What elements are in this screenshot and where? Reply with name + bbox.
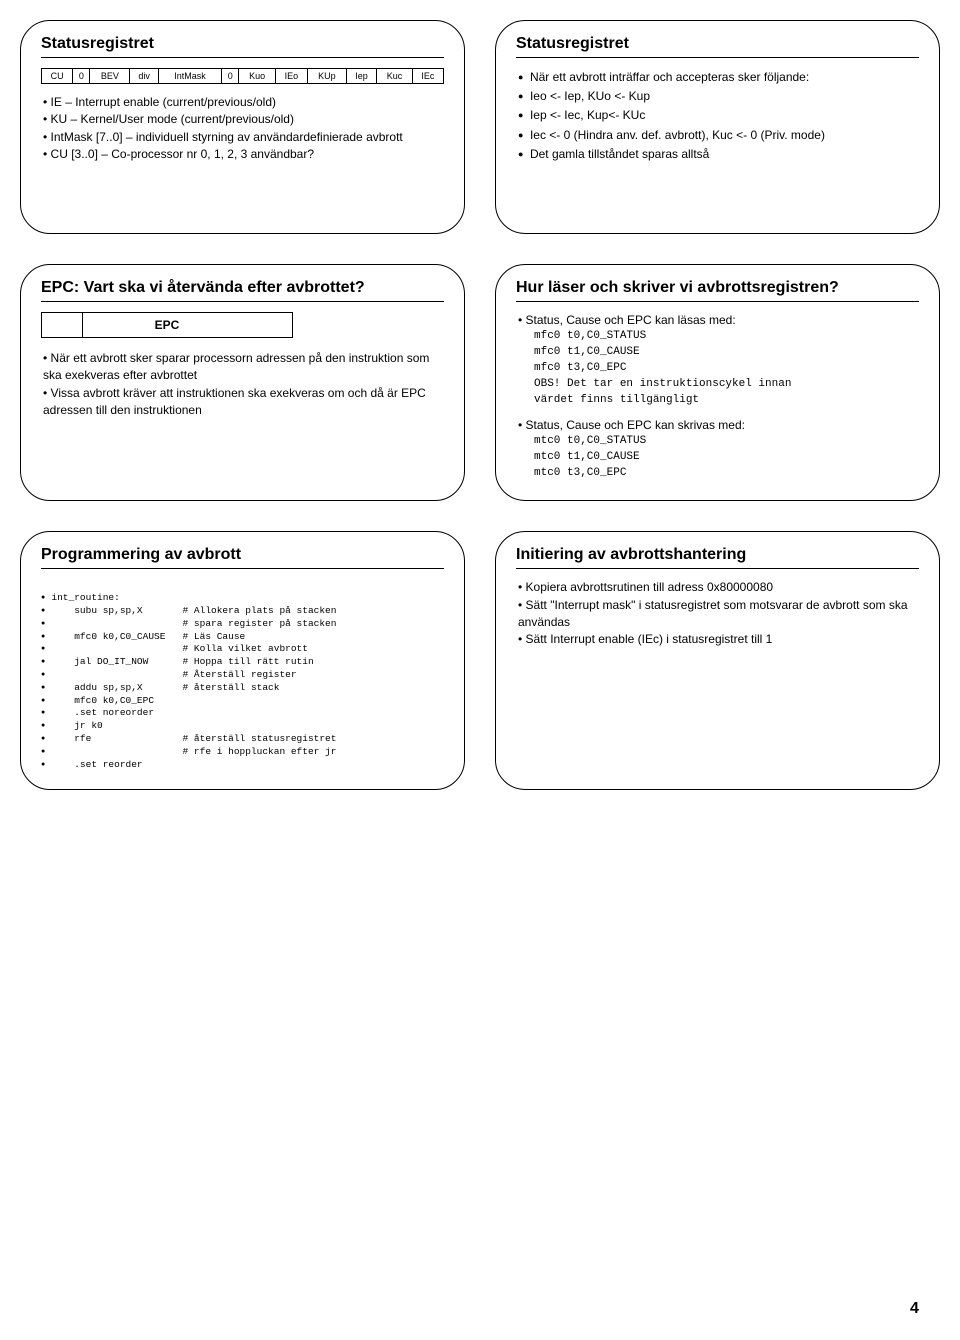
reg-cell: IEo bbox=[275, 69, 307, 84]
reg-cell: Iep bbox=[346, 69, 376, 84]
panel-title: EPC: Vart ska vi återvända efter avbrott… bbox=[41, 279, 444, 297]
page-number: 4 bbox=[910, 1300, 919, 1318]
code-note: OBS! Det tar en instruktionscykel innan … bbox=[534, 377, 834, 409]
reg-cell: 0 bbox=[73, 69, 90, 84]
code-line: jal DO_IT_NOW # Hoppa till rätt rutin bbox=[41, 656, 314, 667]
panel-title: Initiering av avbrottshantering bbox=[516, 546, 919, 564]
reg-cell: Kuc bbox=[377, 69, 413, 84]
code-line: mfc0 t0,C0_STATUS bbox=[534, 329, 919, 345]
reg-cell: Kuo bbox=[239, 69, 275, 84]
panel-statusregistret-1: Statusregistret CU 0 BEV div IntMask 0 K… bbox=[20, 20, 465, 234]
code-line: addu sp,sp,X # återställ stack bbox=[41, 682, 279, 693]
code-line: subu sp,sp,X # Allokera plats på stacken bbox=[41, 605, 336, 616]
code-block: mfc0 t0,C0_STATUS mfc0 t1,C0_CAUSE mfc0 … bbox=[518, 329, 919, 409]
panel-title: Programmering av avbrott bbox=[41, 546, 444, 564]
reg-cell: IEc bbox=[412, 69, 443, 84]
reg-cell: CU bbox=[42, 69, 73, 84]
bullet-list: IE – Interrupt enable (current/previous/… bbox=[41, 94, 444, 164]
code-line: mtc0 t3,C0_EPC bbox=[534, 466, 919, 482]
list-item: Status, Cause och EPC kan läsas med: mfc… bbox=[518, 312, 919, 409]
assembly-code: int_routine: subu sp,sp,X # Allokera pla… bbox=[41, 579, 444, 771]
reg-cell: IntMask bbox=[158, 69, 221, 84]
reg-cell: KUp bbox=[307, 69, 346, 84]
divider bbox=[41, 57, 444, 58]
code-line: int_routine: bbox=[41, 592, 120, 603]
list-item: IntMask [7..0] – individuell styrning av… bbox=[43, 129, 444, 146]
list-item: KU – Kernel/User mode (current/previous/… bbox=[43, 111, 444, 128]
panel-title: Hur läser och skriver vi avbrottsregistr… bbox=[516, 279, 919, 297]
code-line: # spara register på stacken bbox=[41, 618, 336, 629]
list-item: Status, Cause och EPC kan skrivas med: m… bbox=[518, 417, 919, 482]
write-label: Status, Cause och EPC kan skrivas med: bbox=[526, 418, 745, 432]
list-item: CU [3..0] – Co-processor nr 0, 1, 2, 3 a… bbox=[43, 146, 444, 163]
code-line: .set noreorder bbox=[41, 707, 154, 718]
epc-label: EPC bbox=[155, 318, 180, 332]
list-item: När ett avbrott sker sparar processorn a… bbox=[43, 350, 444, 385]
divider bbox=[516, 568, 919, 569]
epc-inner bbox=[42, 313, 83, 337]
bullet-list: Kopiera avbrottsrutinen till adress 0x80… bbox=[516, 579, 919, 649]
panel-programmering: Programmering av avbrott int_routine: su… bbox=[20, 531, 465, 790]
list-item: Det gamla tillståndet sparas alltså bbox=[518, 145, 919, 164]
status-register-table: CU 0 BEV div IntMask 0 Kuo IEo KUp Iep K… bbox=[41, 68, 444, 84]
code-line: rfe # återställ statusregistret bbox=[41, 733, 336, 744]
list-item: Sätt "Interrupt mask" i statusregistret … bbox=[518, 597, 919, 632]
panel-epc: EPC: Vart ska vi återvända efter avbrott… bbox=[20, 264, 465, 501]
list-item: Sätt Interrupt enable (IEc) i statusregi… bbox=[518, 631, 919, 648]
panel-initiering: Initiering av avbrottshantering Kopiera … bbox=[495, 531, 940, 790]
read-label: Status, Cause och EPC kan läsas med: bbox=[526, 313, 736, 327]
code-line: mtc0 t1,C0_CAUSE bbox=[534, 450, 919, 466]
epc-register-diagram: EPC bbox=[41, 312, 293, 338]
bullet-list: När ett avbrott sker sparar processorn a… bbox=[41, 350, 444, 420]
code-line: .set reorder bbox=[41, 759, 143, 770]
list-item: Kopiera avbrottsrutinen till adress 0x80… bbox=[518, 579, 919, 596]
divider bbox=[41, 301, 444, 302]
panel-title: Statusregistret bbox=[516, 35, 919, 53]
code-line: mtc0 t0,C0_STATUS bbox=[534, 434, 919, 450]
panel-read-write: Hur läser och skriver vi avbrottsregistr… bbox=[495, 264, 940, 501]
code-line: mfc0 t3,C0_EPC bbox=[534, 361, 919, 377]
divider bbox=[516, 57, 919, 58]
reg-cell: div bbox=[130, 69, 159, 84]
panel-title: Statusregistret bbox=[41, 35, 444, 53]
list-item: Ieo <- Iep, KUo <- Kup bbox=[518, 87, 919, 106]
slide-grid: Statusregistret CU 0 BEV div IntMask 0 K… bbox=[20, 20, 940, 790]
reg-cell: 0 bbox=[222, 69, 239, 84]
bullet-list: Status, Cause och EPC kan läsas med: mfc… bbox=[516, 312, 919, 482]
code-line: # Återställ register bbox=[41, 669, 297, 680]
list-item: Vissa avbrott kräver att instruktionen s… bbox=[43, 385, 444, 420]
code-line: # Kolla vilket avbrott bbox=[41, 643, 308, 654]
list-item: Iec <- 0 (Hindra anv. def. avbrott), Kuc… bbox=[518, 126, 919, 145]
divider bbox=[516, 301, 919, 302]
bullet-list: När ett avbrott inträffar och accepteras… bbox=[516, 68, 919, 164]
reg-cell: BEV bbox=[90, 69, 130, 84]
panel-statusregistret-2: Statusregistret När ett avbrott inträffa… bbox=[495, 20, 940, 234]
code-line: mfc0 k0,C0_CAUSE # Läs Cause bbox=[41, 631, 245, 642]
code-line: mfc0 k0,C0_EPC bbox=[41, 695, 154, 706]
divider bbox=[41, 568, 444, 569]
list-item: IE – Interrupt enable (current/previous/… bbox=[43, 94, 444, 111]
code-line: jr k0 bbox=[41, 720, 103, 731]
list-item: När ett avbrott inträffar och accepteras… bbox=[518, 68, 919, 87]
code-line: mfc0 t1,C0_CAUSE bbox=[534, 345, 919, 361]
list-item: Iep <- Iec, Kup<- KUc bbox=[518, 106, 919, 125]
code-block: mtc0 t0,C0_STATUS mtc0 t1,C0_CAUSE mtc0 … bbox=[518, 434, 919, 482]
code-line: # rfe i hoppluckan efter jr bbox=[41, 746, 336, 757]
